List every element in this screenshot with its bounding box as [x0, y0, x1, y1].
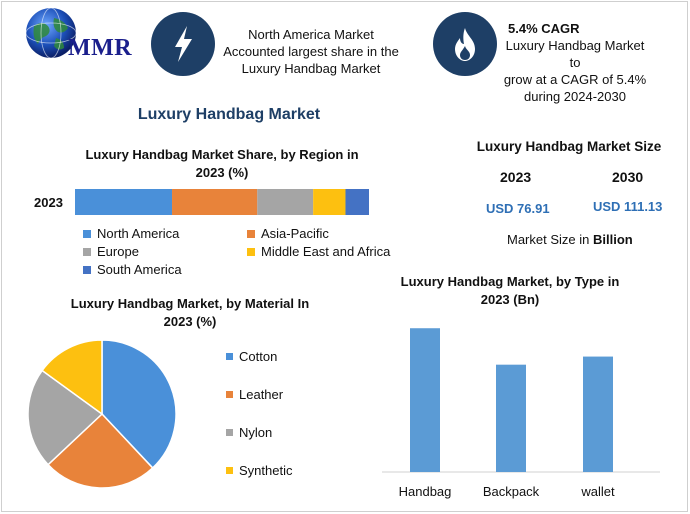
pie-legend-label-nylon: Nylon: [239, 425, 272, 440]
pie-legend-swatch-synthetic: [226, 467, 233, 474]
pie-legend-label-synthetic: Synthetic: [239, 463, 293, 478]
market-size-unit: Market Size in Billion: [507, 232, 633, 247]
legend-label: North America: [97, 226, 180, 241]
pie-legend-swatch-leather: [226, 391, 233, 398]
region-chart-title-line-1: Luxury Handbag Market Share, by Region i…: [85, 147, 359, 162]
region-legend-middle-east-and-africa: Middle East and Africa: [247, 244, 390, 259]
legend-swatch: [247, 230, 255, 238]
type-chart-title: Luxury Handbag Market, by Type in 2023 (…: [372, 273, 648, 309]
pie-legend-label-leather: Leather: [239, 387, 284, 402]
lightning-icon: [175, 26, 192, 62]
legend-swatch: [83, 266, 91, 274]
region-line-2: Accounted largest share in the: [223, 44, 399, 59]
legend-swatch: [83, 230, 91, 238]
type-chart-title-line-2: 2023 (Bn): [480, 292, 540, 307]
market-size-value-2030: USD 111.13: [593, 199, 663, 214]
type-bar-backpack: [496, 364, 526, 472]
pie-legend-swatch-cotton: [226, 353, 233, 360]
type-tick-label-wallet: wallet: [580, 484, 615, 499]
market-size-value-2023: USD 76.91: [486, 201, 550, 216]
type-bar-chart: Handbag Backpack wallet: [382, 328, 660, 499]
logo-text: MMR: [68, 35, 133, 61]
type-tick-label-backpack: Backpack: [483, 484, 540, 499]
cagr-badge: [433, 12, 497, 76]
region-chart-title-line-2: 2023 (%): [195, 165, 249, 180]
material-pie-chart: Cotton Leather Nylon Synthetic: [27, 339, 293, 489]
market-size-title: Luxury Handbag Market Size: [476, 139, 662, 154]
market-size-year-2023: 2023: [500, 169, 532, 185]
type-tick-label-handbag: Handbag: [399, 484, 452, 499]
region-line-1: North America Market: [248, 27, 374, 42]
material-chart-title: Luxury Handbag Market, by Material In 20…: [40, 295, 340, 331]
region-bar-segment-north-america: [75, 189, 173, 215]
region-legend-north-america: North America: [83, 226, 179, 241]
region-legend-europe: Europe: [83, 244, 139, 259]
region-bar-segment-middle-east-and-africa: [313, 189, 346, 215]
cagr-line-3: during 2024-2030: [524, 89, 626, 104]
type-chart-title-line-1: Luxury Handbag Market, by Type in: [400, 274, 620, 289]
region-bar-segment-europe: [257, 189, 314, 215]
pie-slice-cotton: [101, 339, 177, 470]
cagr-title: 5.4% CAGR: [508, 21, 580, 36]
legend-label: Asia-Pacific: [261, 226, 329, 241]
region-bar-segment-south-america: [345, 189, 369, 215]
region-line-3: Luxury Handbag Market: [241, 61, 381, 76]
mmr-logo: MMR: [10, 6, 140, 66]
cagr-line-1: Luxury Handbag Market to: [505, 38, 645, 70]
material-chart-title-line-1: Luxury Handbag Market, by Material In: [70, 296, 310, 311]
flame-icon: [455, 28, 475, 61]
region-text: North America Market Accounted largest s…: [216, 26, 406, 77]
main-title: Luxury Handbag Market: [137, 106, 321, 123]
pie-slice-nylon: [27, 369, 104, 466]
legend-swatch: [247, 248, 255, 256]
type-bar-handbag: [410, 328, 440, 472]
market-size-unit-prefix: Market Size in: [507, 232, 593, 247]
cagr-text: 5.4% CAGR Luxury Handbag Market to grow …: [502, 20, 648, 105]
legend-swatch: [83, 248, 91, 256]
region-bar-segment-asia-pacific: [172, 189, 258, 215]
region-legend-asia-pacific: Asia-Pacific: [247, 226, 329, 241]
legend-label: Europe: [97, 244, 139, 259]
material-chart-title-line-2: 2023 (%): [163, 314, 217, 329]
pie-slice-leather: [46, 412, 154, 489]
market-size-unit-bold: Billion: [592, 232, 633, 247]
region-badge: [151, 12, 215, 76]
pie-slice-synthetic: [41, 339, 103, 416]
pie-legend-label-cotton: Cotton: [239, 349, 277, 364]
pie-legend-swatch-nylon: [226, 429, 233, 436]
legend-label: Middle East and Africa: [261, 244, 391, 259]
region-legend-south-america: South America: [83, 262, 182, 277]
market-size-year-2030: 2030: [612, 169, 644, 185]
globe-icon: [25, 7, 77, 59]
region-chart-title: Luxury Handbag Market Share, by Region i…: [62, 146, 382, 182]
type-bar-wallet: [583, 356, 613, 472]
legend-label: South America: [97, 262, 182, 277]
cagr-line-2: grow at a CAGR of 5.4%: [503, 72, 647, 87]
region-stacked-bar-chart: 2023: [34, 189, 369, 215]
region-bar-year-label: 2023: [34, 195, 63, 210]
